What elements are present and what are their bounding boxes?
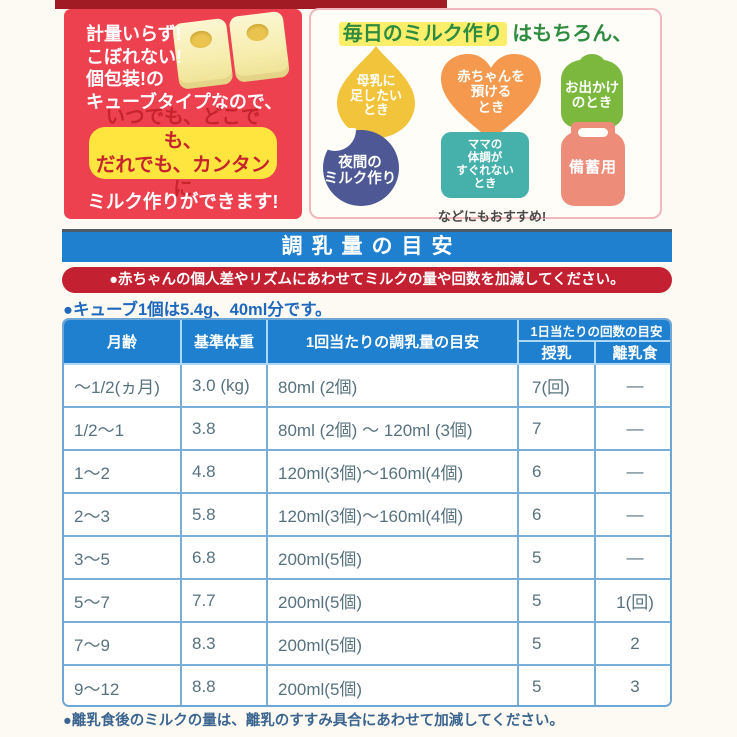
cell-feeds: 5	[517, 535, 596, 580]
table-row: 9〜12 8.8 200ml(5個) 5 3	[64, 664, 670, 705]
cell-feeds: 6	[517, 449, 596, 494]
cell-weaning: —	[593, 535, 670, 580]
table-row: 2〜3 5.8 120ml(3個)〜160ml(4個) 6 —	[64, 492, 670, 537]
badge-label: 備蓄用	[568, 158, 617, 176]
cell-feeds: 6	[517, 492, 596, 537]
cell-amount: 80ml (2個) 〜 120ml (3個)	[266, 406, 519, 451]
usage-title-highlight: 毎日のミルク作り	[338, 22, 507, 46]
cell-weaning: —	[593, 449, 670, 494]
cell-amount: 200ml(5個)	[266, 621, 519, 666]
cell-weight: 6.8	[180, 535, 268, 580]
cube-size-note: ●キューブ1個は5.4g、40ml分です。	[63, 301, 332, 319]
cell-amount: 200ml(5個)	[266, 664, 519, 705]
cell-amount: 120ml(3個)〜160ml(4個)	[266, 492, 519, 537]
usage-note: などにもおすすめ!	[437, 209, 547, 224]
header-amount: 1回当たりの調乳量の目安	[266, 320, 519, 365]
cell-weight: 5.8	[180, 492, 268, 537]
cell-age: 5〜7	[64, 578, 182, 623]
table-row: 7〜9 8.3 200ml(5個) 5 2	[64, 621, 670, 666]
header-age: 月齢	[64, 320, 182, 365]
cell-weaning: —	[593, 492, 670, 537]
badge-label: 夜間の ミルク作り	[323, 154, 397, 187]
top-red-strip	[55, 0, 447, 9]
badge-outing: お出かけ のとき	[549, 50, 635, 130]
cell-weight: 4.8	[180, 449, 268, 494]
promo-line: 個包装!の	[86, 69, 164, 89]
cell-feeds: 5	[517, 621, 596, 666]
bag-icon	[561, 54, 623, 128]
badge-label: 赤ちゃんを 預ける とき	[457, 69, 525, 115]
cell-amount: 200ml(5個)	[266, 578, 519, 623]
cell-weaning: 3	[593, 664, 670, 705]
header-weaning: 離乳食	[593, 341, 670, 365]
cell-feeds: 7(回)	[517, 363, 596, 408]
table-row: 1/2〜1 3.8 80ml (2個) 〜 120ml (3個) 7 —	[64, 406, 670, 451]
jar-icon	[561, 122, 625, 206]
usage-panel: 毎日のミルク作り はもちろん、 母乳に 足したい とき 赤ちゃんを 預ける とき…	[309, 8, 662, 224]
promo-highlight-pill: いつでも、どこでも、 だれでも、カンタンに	[89, 106, 277, 200]
badge-breastmilk-supplement: 母乳に 足したい とき	[323, 42, 429, 138]
badge-label: ママの 体調が すぐれない とき	[456, 139, 514, 190]
cell-weight: 8.8	[180, 664, 268, 705]
table-row: 〜1/2(ヵ月) 3.0 (kg) 80ml (2個) 7(回) —	[64, 363, 670, 408]
cell-amount: 80ml (2個)	[266, 363, 519, 408]
header-weight: 基準体重	[180, 320, 268, 365]
table-row: 3〜5 6.8 200ml(5個) 5 —	[64, 535, 670, 580]
badge-label: 母乳に 足したい とき	[349, 72, 402, 118]
cell-weight: 8.3	[180, 621, 268, 666]
cell-feeds: 7	[517, 406, 596, 451]
badge-emergency-stock: 備蓄用	[557, 116, 629, 208]
cube-promo-panel: 計量いらず! こぼれない! 個包装!の キューブタイプなので、 いつでも、どこで…	[64, 9, 302, 219]
cell-weight: 3.0 (kg)	[180, 363, 268, 408]
cell-age: 〜1/2(ヵ月)	[64, 363, 182, 408]
cell-weaning: —	[593, 406, 670, 451]
header-per-day-group: 1日当たりの回数の目安	[516, 320, 670, 342]
cell-weight: 3.8	[180, 406, 268, 451]
promo-text-block: 計量いらず! こぼれない! 個包装!の キューブタイプなので、	[86, 23, 282, 113]
promo-line: キューブタイプなので、	[86, 91, 283, 112]
usage-title: 毎日のミルク作り はもちろん、	[311, 17, 660, 46]
cell-weaning: 2	[593, 621, 670, 666]
badge-babysitting: 赤ちゃんを 預ける とき	[435, 50, 547, 144]
usage-title-rest: はもちろん、	[506, 23, 633, 45]
badge-label: お出かけ のとき	[565, 79, 619, 110]
cell-weaning: —	[593, 363, 670, 408]
cell-amount: 120ml(3個)〜160ml(4個)	[266, 449, 519, 494]
feeding-guide-table: 月齢 基準体重 1回当たりの調乳量の目安 1日当たりの回数の目安 授乳 離乳食 …	[62, 318, 672, 707]
weaning-adjust-note: ●離乳食後のミルクの量は、離乳のすすみ具合にあわせて加減してください。	[63, 713, 564, 729]
promo-line: 計量いらず!	[86, 24, 182, 44]
promo-footer-text: ミルク作りができます!	[87, 191, 279, 212]
cell-feeds: 5	[517, 664, 596, 705]
cell-age: 2〜3	[64, 492, 182, 537]
badge-mom-unwell: ママの 体調が すぐれない とき	[441, 132, 529, 198]
cell-amount: 200ml(5個)	[266, 535, 519, 580]
section-title-bar: 調乳量の目安	[62, 229, 672, 262]
badge-night-feeding: 夜間の ミルク作り	[313, 128, 407, 206]
cell-age: 1/2〜1	[64, 406, 182, 451]
cell-age: 7〜9	[64, 621, 182, 666]
promo-line: こぼれない!	[86, 46, 182, 67]
header-feeds: 授乳	[518, 341, 596, 365]
cell-age: 1〜2	[64, 449, 182, 494]
cell-feeds: 5	[517, 578, 596, 623]
cell-weight: 7.7	[180, 578, 268, 623]
heart-icon	[441, 54, 541, 140]
table-row: 1〜2 4.8 120ml(3個)〜160ml(4個) 6 —	[64, 449, 670, 494]
cell-age: 3〜5	[64, 535, 182, 580]
moon-icon	[314, 128, 399, 206]
warning-banner: ●赤ちゃんの個人差やリズムにあわせてミルクの量や回数を加減してください。	[62, 267, 672, 293]
table-row: 5〜7 7.7 200ml(5個) 5 1(回)	[64, 578, 670, 623]
cell-age: 9〜12	[64, 664, 182, 705]
drop-icon	[337, 46, 415, 138]
cell-weaning: 1(回)	[593, 578, 670, 623]
